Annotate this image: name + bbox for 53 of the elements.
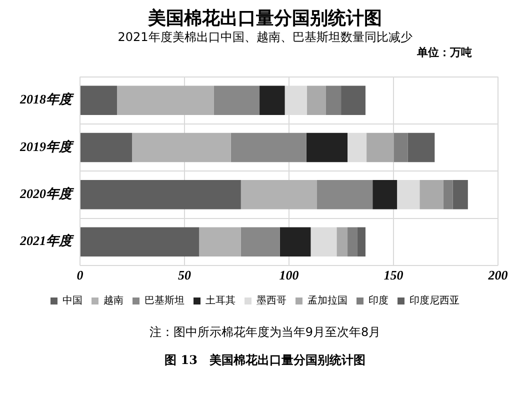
- bar: [240, 180, 318, 210]
- bar: [280, 227, 311, 256]
- bar: [80, 86, 117, 115]
- bar: [420, 180, 444, 210]
- bar: [214, 86, 260, 115]
- text: 注：图中所示棉花年度为当年9月至次年8月: [148, 324, 382, 340]
- bar: [366, 132, 394, 162]
- bar: [240, 227, 280, 256]
- bar: [80, 180, 241, 210]
- bar: [230, 132, 306, 162]
- y-tick-label: 2021年度: [19, 233, 75, 248]
- y-tick-label: 2018年度: [19, 92, 75, 107]
- bar: [306, 86, 326, 115]
- chart-subtitle: 2021年度美棉出口中国、越南、巴基斯坦数量同比减少: [116, 30, 414, 45]
- bar: [80, 227, 200, 256]
- x-tick-label: 100: [279, 268, 300, 283]
- legend-label: 巴基斯坦: [144, 294, 184, 307]
- y-tick-label: 2020年度: [19, 186, 75, 202]
- legend-label: 越南: [104, 294, 124, 307]
- text: 单位：万吨: [416, 45, 473, 61]
- bar: [408, 132, 435, 162]
- legend-label: 土耳其: [206, 294, 236, 307]
- x-tick-label: 150: [384, 268, 404, 283]
- bar: [341, 86, 366, 115]
- bar: [317, 180, 373, 210]
- legend-label: 中国: [62, 294, 82, 307]
- bar: [452, 180, 468, 210]
- bar: [348, 227, 358, 256]
- bar: [336, 227, 348, 256]
- bar: [132, 132, 231, 162]
- x-tick-label: 200: [487, 268, 508, 283]
- x-tick-label: 0: [76, 268, 84, 283]
- bar: [357, 227, 366, 256]
- bar: [80, 132, 132, 162]
- bar: [116, 86, 214, 115]
- bar: [348, 132, 367, 162]
- caption: 图 13 美国棉花出口量分国别统计图: [164, 352, 366, 368]
- bar: [260, 86, 285, 115]
- chart-title: 美国棉花出口量分国别统计图: [146, 8, 383, 30]
- bar: [326, 86, 342, 115]
- y-tick-label: 2019年度: [19, 138, 75, 154]
- bar: [310, 227, 337, 256]
- bar: [397, 180, 420, 210]
- bar: [394, 132, 408, 162]
- bar: [199, 227, 241, 256]
- legend-label: 孟加拉国: [308, 294, 348, 307]
- bar: [443, 180, 453, 210]
- legend-label: 印度尼西亚: [410, 294, 460, 307]
- x-tick-label: 50: [178, 268, 192, 283]
- bar: [372, 180, 398, 210]
- legend-label: 印度: [368, 294, 388, 307]
- legend-label: 墨西哥: [256, 296, 286, 307]
- bar: [306, 132, 348, 162]
